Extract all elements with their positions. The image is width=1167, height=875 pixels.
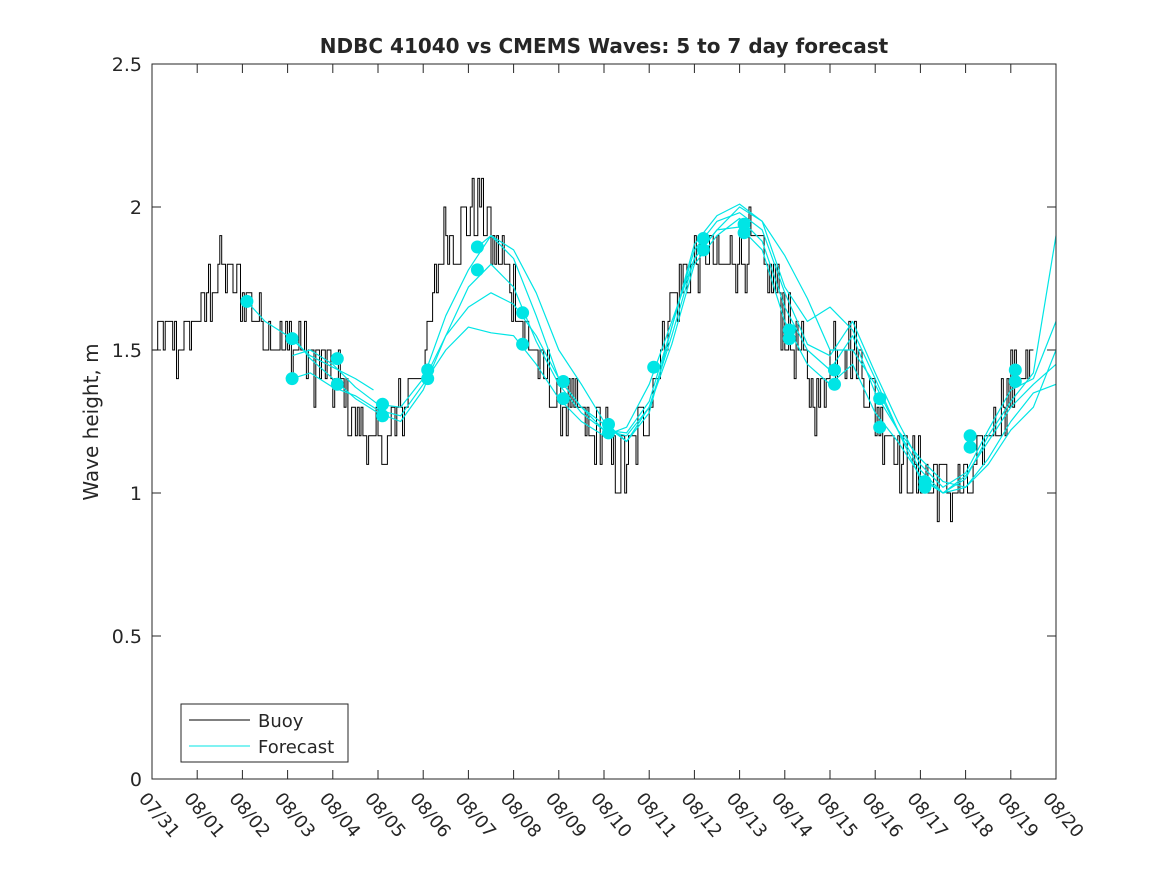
x-tick-label: 08/15 — [812, 789, 861, 842]
x-tick-label: 08/14 — [767, 789, 816, 842]
y-axis-label: Wave height, m — [79, 343, 103, 500]
x-tick-label: 08/01 — [179, 789, 228, 842]
forecast-marker — [737, 226, 751, 240]
x-tick-label: 08/02 — [225, 789, 274, 842]
forecast-marker — [516, 337, 530, 351]
x-tick-label: 08/16 — [857, 789, 906, 842]
x-tick-label: 08/18 — [948, 789, 997, 842]
x-tick-label: 07/31 — [134, 789, 183, 842]
forecast-marker — [1008, 363, 1022, 377]
y-tick-label: 2 — [130, 197, 142, 219]
forecast-line — [246, 300, 374, 391]
forecast-marker — [470, 263, 484, 277]
x-tick-label: 08/06 — [405, 789, 454, 842]
forecast-marker — [1008, 375, 1022, 388]
forecast-marker — [330, 377, 344, 391]
forecast-marker — [873, 392, 887, 406]
forecast-markers — [240, 217, 1022, 494]
plot-area — [152, 177, 1057, 523]
forecast-line — [477, 203, 1057, 494]
forecast-marker — [696, 243, 710, 257]
chart-title: NDBC 41040 vs CMEMS Waves: 5 to 7 day fo… — [320, 34, 889, 58]
forecast-marker — [240, 294, 254, 308]
forecast-marker — [873, 420, 887, 434]
forecast-marker — [376, 409, 389, 423]
forecast-marker — [828, 363, 841, 377]
forecast-marker — [285, 332, 299, 346]
forecast-marker — [963, 429, 977, 443]
y-axis: 0 0.5 1 1.5 2 2.5 — [112, 54, 1056, 791]
forecast-line — [427, 206, 1057, 494]
forecast-marker — [647, 360, 661, 374]
x-tick-label: 08/20 — [1038, 789, 1087, 842]
legend-forecast-label: Forecast — [258, 737, 334, 758]
forecast-marker — [918, 480, 932, 494]
x-tick-label: 08/13 — [722, 789, 771, 842]
forecast-line — [291, 217, 1057, 488]
forecast-marker — [828, 377, 841, 391]
x-tick-label: 08/11 — [631, 789, 680, 842]
x-tick-label: 08/03 — [270, 789, 319, 842]
legend: Buoy Forecast — [180, 703, 349, 763]
forecast-marker — [470, 240, 484, 254]
y-tick-label: 0 — [130, 769, 142, 791]
forecast-marker — [330, 352, 344, 366]
buoy-series — [152, 177, 1034, 523]
x-tick-label: 08/09 — [541, 789, 590, 842]
x-tick-label: 08/05 — [360, 789, 409, 842]
forecast-marker — [602, 426, 615, 440]
forecast-marker — [782, 332, 796, 346]
x-tick-label: 08/04 — [315, 789, 364, 842]
x-tick-label: 08/07 — [451, 789, 500, 842]
forecast-marker — [556, 375, 570, 388]
x-tick-label: 08/19 — [993, 789, 1042, 842]
forecast-marker — [556, 392, 570, 406]
y-tick-label: 2.5 — [112, 54, 142, 76]
buoy-line — [152, 177, 1034, 523]
forecast-marker — [516, 306, 530, 320]
forecast-marker — [963, 440, 977, 454]
x-tick-label: 08/08 — [496, 789, 545, 842]
forecast-line — [291, 226, 1057, 494]
forecast-marker — [696, 232, 710, 245]
axes-box — [151, 63, 1057, 780]
forecast-marker — [376, 397, 389, 411]
x-tick-label: 08/12 — [677, 789, 726, 842]
forecast-line — [291, 212, 1057, 488]
forecast-marker — [421, 372, 435, 386]
y-tick-label: 0.5 — [112, 626, 142, 648]
forecast-marker — [285, 372, 299, 386]
x-tick-label: 08/17 — [903, 789, 952, 842]
x-tick-label: 08/10 — [586, 789, 635, 842]
legend-box — [180, 703, 349, 763]
y-tick-label: 1 — [130, 483, 142, 505]
y-tick-label: 1.5 — [112, 340, 142, 362]
legend-buoy-label: Buoy — [258, 711, 304, 732]
